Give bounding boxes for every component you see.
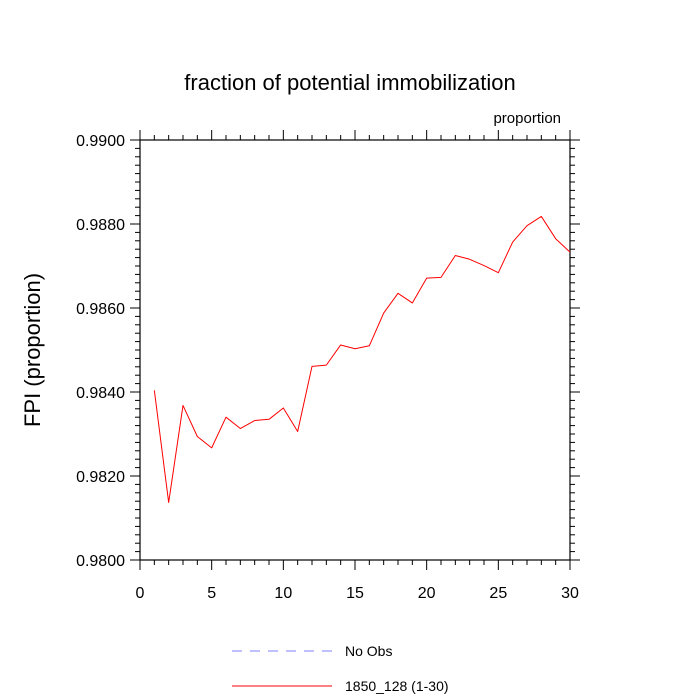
y-tick-label: 0.9900 [76,133,125,150]
series-line-1 [153,215,571,503]
y-tick-label: 0.9860 [76,301,125,318]
plot-frame [139,139,571,561]
y-axis-title: FPI (proportion) [20,273,45,427]
y-tick-label: 0.9880 [76,217,125,234]
x-tick-label: 30 [561,585,579,602]
x-tick-label: 5 [207,585,216,602]
unit-label: proportion [493,110,561,127]
x-tick-label: 25 [489,585,507,602]
y-tick-label: 0.9840 [76,385,125,402]
series-layer [153,215,571,503]
x-tick-label: 20 [418,585,436,602]
legend-label-0: No Obs [345,643,392,659]
legend-label-1: 1850_128 (1-30) [345,678,449,694]
y-tick-label: 0.9820 [76,469,125,486]
axes: 0 5 10 15 20 25 30 0.9800 0.9820 0.9840 0.9860 0.98… [76,130,580,602]
x-tick-label: 10 [274,585,292,602]
y-tick-label: 0.9800 [76,553,125,570]
legend: No Obs 1850_128 (1-30) [232,643,449,694]
chart-title: fraction of potential immobilization [184,70,515,95]
x-tick-label: 0 [136,585,145,602]
x-tick-label: 15 [346,585,364,602]
